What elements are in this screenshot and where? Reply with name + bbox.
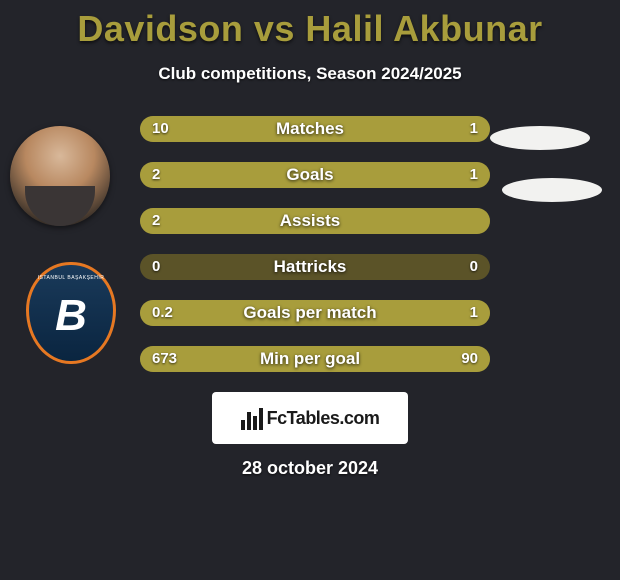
stat-row: 21Goals <box>0 162 620 188</box>
stat-bar-fill-left <box>140 116 459 142</box>
stat-value-left: 2 <box>152 208 160 234</box>
stat-row: 0.21Goals per match <box>0 300 620 326</box>
stat-bar-track: 10 1 <box>140 116 490 142</box>
stat-value-right: 90 <box>461 346 478 372</box>
stat-bar-track: 2 <box>140 208 490 234</box>
stat-value-left: 2 <box>152 162 160 188</box>
fctables-badge[interactable]: FcTables.com <box>212 392 408 444</box>
stats-container: 101Matches21Goals2Assists00Hattricks0.21… <box>0 116 620 372</box>
stat-bar-fill-left <box>140 162 375 188</box>
stat-bar-fill-right <box>196 300 490 326</box>
stat-value-right: 1 <box>470 116 478 142</box>
stat-bar-fill-left <box>140 346 448 372</box>
stat-row: 67390Min per goal <box>0 346 620 372</box>
stat-value-right: 0 <box>470 254 478 280</box>
stat-value-left: 0 <box>152 254 160 280</box>
stat-value-left: 0.2 <box>152 300 173 326</box>
stat-row: 101Matches <box>0 116 620 142</box>
stat-value-left: 10 <box>152 116 169 142</box>
stat-value-right: 1 <box>470 300 478 326</box>
stat-row: 00Hattricks <box>0 254 620 280</box>
fctables-chart-icon <box>241 406 263 430</box>
comparison-date: 28 october 2024 <box>0 458 620 479</box>
stat-bar-track: 21 <box>140 162 490 188</box>
stat-bar-track: 00 <box>140 254 490 280</box>
stat-value-right: 1 <box>470 162 478 188</box>
stat-row: 2Assists <box>0 208 620 234</box>
comparison-subtitle: Club competitions, Season 2024/2025 <box>0 64 620 84</box>
stat-bar-track: 0.21 <box>140 300 490 326</box>
stat-bar-fill-left <box>140 208 490 234</box>
stat-bar-track: 673 90 <box>140 346 490 372</box>
stat-value-left: 673 <box>152 346 177 372</box>
comparison-title: Davidson vs Halil Akbunar <box>0 0 620 50</box>
fctables-label: FcTables.com <box>267 408 380 429</box>
